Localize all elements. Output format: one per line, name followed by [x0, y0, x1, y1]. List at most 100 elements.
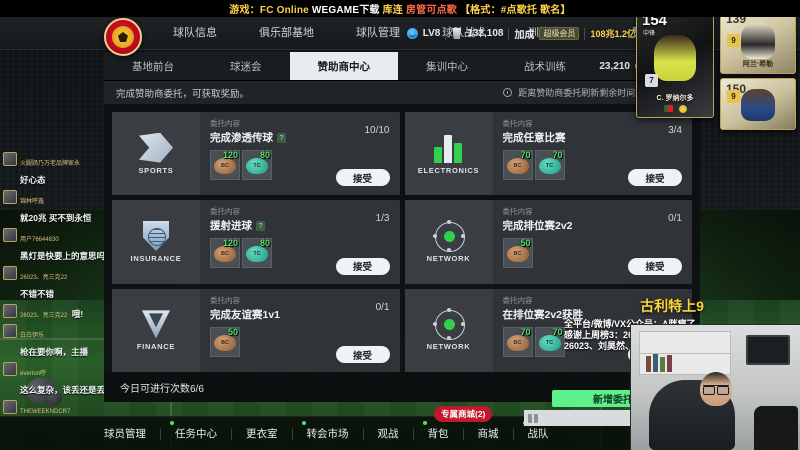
- chat-username: 火腿肠乃万老品牌家永: [20, 161, 81, 167]
- botnav-locker-room[interactable]: 更衣室: [232, 426, 292, 441]
- botnav-label: 观战: [377, 428, 399, 440]
- chat-username: THEWEEKNDCR7: [20, 409, 71, 415]
- tab-label: 赞助商中心: [317, 60, 371, 73]
- task-label: 委托内容: [210, 295, 240, 305]
- sponsor-card[interactable]: FINANCE 委托内容 完成友谊赛1v1 0/1 50 BC: [112, 288, 400, 372]
- player-number: 9: [727, 34, 740, 47]
- reward-item: 50 BC: [502, 238, 533, 269]
- club-crest-icon[interactable]: [104, 18, 142, 56]
- nav-team-management[interactable]: 球队管理: [335, 17, 421, 50]
- player-position: 中锋: [643, 31, 656, 37]
- task-title: 完成任意比赛: [502, 132, 566, 144]
- coin-reward-icon: [506, 158, 529, 175]
- chat-avatar: [3, 152, 17, 166]
- reward-amount: 70: [520, 326, 531, 337]
- chat-message: 锦林呼鑫 就20兆 买不到永恒: [3, 190, 102, 226]
- sponsor-logo-block: SPORTS: [112, 112, 200, 196]
- accept-button[interactable]: 接受: [335, 257, 390, 275]
- reward-amount: 120: [222, 150, 238, 160]
- chat-username: 锦林呼鑫: [20, 199, 45, 205]
- reward-tag: TC: [545, 339, 554, 346]
- glasses-icon: [702, 385, 729, 395]
- accept-button[interactable]: 接受: [335, 346, 390, 363]
- divider: [160, 427, 161, 440]
- coin-reward-icon: [214, 246, 236, 263]
- help-icon[interactable]: ?: [256, 220, 265, 231]
- divider: [508, 27, 510, 40]
- nav-label: 球队信息: [173, 26, 217, 39]
- tab-base-reception[interactable]: 基地前台: [104, 52, 202, 80]
- tab-training-camp[interactable]: 集训中心: [398, 52, 496, 80]
- chat-message: 白白伊乐 枪在要你啊，主播: [3, 324, 102, 360]
- sponsor-name: SPORTS: [138, 165, 174, 175]
- sponsor-card[interactable]: NETWORK 委托内容 完成排位赛2v2 0/1 50 BC: [404, 200, 692, 284]
- coin-value: 132,108: [467, 28, 504, 39]
- coin-reward-icon: [506, 334, 529, 351]
- chat-username: everton呼: [20, 371, 47, 377]
- reward-amount: 70: [552, 326, 563, 337]
- task-title-row: 完成排位赛2v2: [503, 218, 685, 233]
- sponsor-center-panel: 基地前台 球迷会 赞助商中心 集训中心 战术训练 23,210 1,685 完成…: [104, 52, 700, 402]
- botnav-label: 背包: [427, 428, 449, 440]
- player-card: 150 9: [720, 78, 796, 130]
- botnav-spectate[interactable]: 观战: [364, 426, 413, 441]
- level-value: LV8: [422, 28, 441, 39]
- tab-tactical-training[interactable]: 战术训练: [496, 52, 594, 80]
- node-dot: [446, 247, 451, 252]
- accept-button[interactable]: 接受: [628, 257, 682, 275]
- marquee-highlight: WEGAME下载: [311, 5, 380, 16]
- monitor: [746, 335, 790, 365]
- tab-sponsor-center[interactable]: 赞助商中心: [289, 52, 398, 80]
- notice-text: 完成赞助商委托，可获取奖励。: [116, 88, 250, 100]
- sponsor-card[interactable]: SPORTS 委托内容 完成渗透传球 ? 10/10 120 BC: [112, 112, 400, 196]
- tab-label: 战术训练: [524, 60, 566, 73]
- chat-message: everton呼 这么复杂，该丢还是丢。: [3, 362, 104, 398]
- tab-label: 基地前台: [132, 60, 174, 73]
- botnav-transfer-market[interactable]: 转会市场: [293, 421, 363, 441]
- sponsor-logo-block: INSURANCE: [112, 200, 200, 284]
- nav-team-info[interactable]: 球队信息: [152, 17, 238, 50]
- divider: [231, 427, 232, 440]
- chat-text-block: THEWEEKNDCR7 现在都可以扫码登录了，密码: [20, 400, 102, 416]
- sponsor-card[interactable]: INSURANCE 委托内容 援射进球 ? 1/3 120 BC: [112, 200, 400, 284]
- gift-icon[interactable]: [528, 413, 538, 423]
- accept-button[interactable]: 接受: [628, 169, 682, 187]
- botnav-label: 更衣室: [246, 428, 278, 440]
- nav-club-base[interactable]: 俱乐部基地: [238, 17, 335, 50]
- panel-tabs: 基地前台 球迷会 赞助商中心 集训中心 战术训练 23,210 1,685: [104, 52, 700, 81]
- chat-text-block: 火腿肠乃万老品牌家永 好心态: [20, 152, 102, 188]
- chat-text-block: 锦林呼鑫 就20兆 买不到永恒: [20, 190, 102, 226]
- chat-avatar: [3, 190, 17, 204]
- sponsor-name: NETWORK: [426, 342, 471, 352]
- botnav-shop[interactable]: 商城: [464, 426, 513, 441]
- reward-item: 80 TC: [242, 150, 272, 180]
- help-icon[interactable]: ?: [277, 132, 286, 143]
- botnav-mission-center[interactable]: 任务中心: [161, 421, 231, 441]
- sponsor-logo-block: NETWORK: [404, 200, 493, 284]
- reward-list: 120 BC 80 TC: [210, 238, 392, 269]
- player-card-overlay: 154 中锋 7 C. 罗纳尔多 139 9 阿兰·希勒 150 9: [632, 8, 800, 130]
- divider: [362, 427, 364, 440]
- task-title-row: 完成任意比赛: [503, 130, 685, 145]
- insurance-logo-icon: [139, 221, 173, 251]
- promo-line: 感谢上周榜3：26023、好运来魂: [564, 330, 694, 340]
- chair: [754, 406, 798, 450]
- promo-title: 古利特上9: [640, 298, 704, 314]
- stream-chat-list[interactable]: 火腿肠乃万老品牌家永 好心态 锦林呼鑫 就20兆 买不到永恒 用户7664483…: [0, 150, 104, 416]
- coin-reward-icon: [506, 246, 529, 263]
- exclusive-shop-badge[interactable]: 专属商城(2): [434, 406, 493, 422]
- tab-fan-club[interactable]: 球迷会: [202, 52, 290, 80]
- reward-item: 70 TC: [534, 150, 565, 180]
- chat-text-block: 用户76644830 黑灯是快要上的意思吗: [20, 228, 104, 264]
- streamer-webcam: [630, 324, 800, 450]
- reward-list: 70 BC 70 TC: [502, 326, 685, 357]
- sponsor-card[interactable]: ELECTRONICS 委托内容 完成任意比赛 3/4 70 BC: [404, 112, 692, 196]
- task-progress: 0/1: [668, 213, 682, 225]
- botnav-player-management[interactable]: 球员管理: [0, 426, 160, 441]
- chat-message: 火腿肠乃万老品牌家永 好心态: [3, 152, 102, 188]
- botnav-clan[interactable]: 战队: [514, 421, 563, 441]
- node-dot: [432, 322, 437, 327]
- reward-item: 70 TC: [534, 326, 565, 357]
- accept-button[interactable]: 接受: [335, 169, 390, 187]
- botnav-backpack[interactable]: 背包: [414, 421, 463, 441]
